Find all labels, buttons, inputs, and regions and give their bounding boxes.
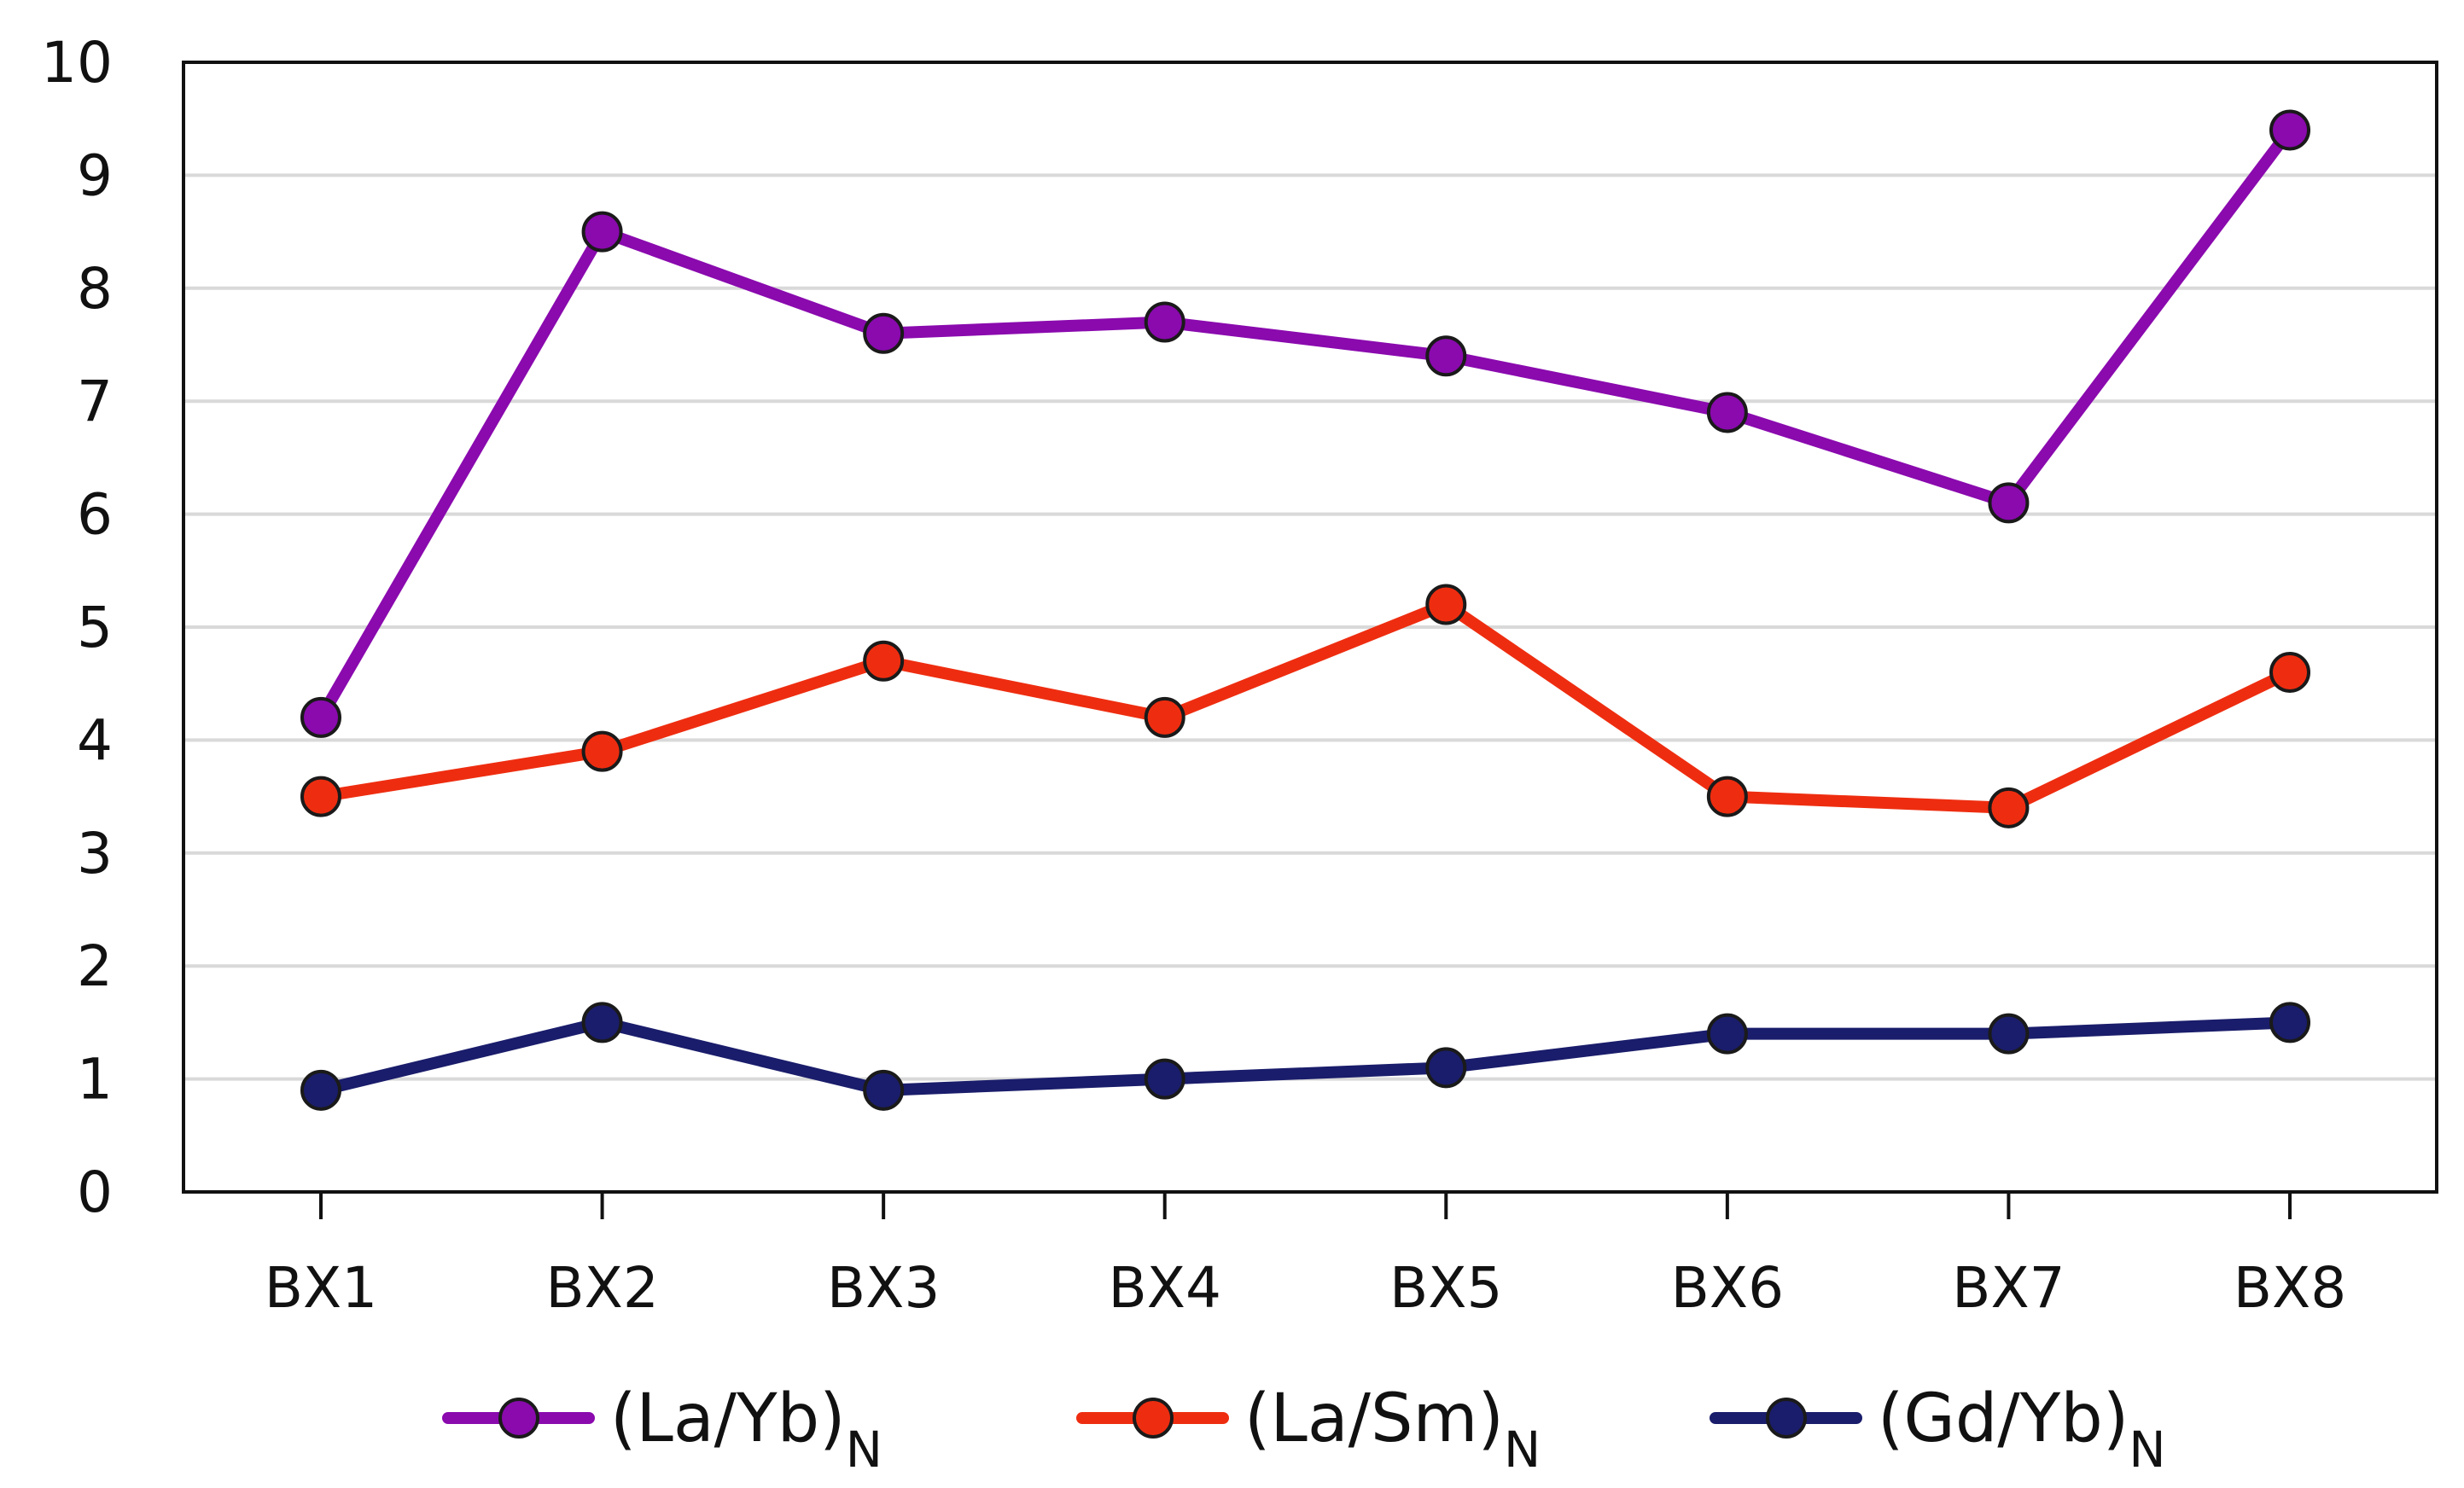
- data-point-0-BX3: [863, 312, 905, 354]
- legend-item-1: (La/Sm)N: [1076, 1380, 1541, 1479]
- data-point-2-BX7: [1988, 1013, 2030, 1055]
- legend-label-1: (La/Sm)N: [1244, 1380, 1541, 1479]
- x-tick-label-BX6: BX6: [1671, 1255, 1784, 1321]
- legend-label-0: (La/Yb)N: [610, 1380, 882, 1479]
- legend-label-2: (Gd/Yb)N: [1878, 1380, 2166, 1479]
- data-point-2-BX8: [2269, 1002, 2310, 1043]
- x-tick-label-BX4: BX4: [1108, 1255, 1220, 1321]
- data-point-1-BX3: [863, 640, 905, 682]
- series-lines: [300, 109, 2310, 1111]
- data-point-0-BX8: [2269, 109, 2310, 151]
- y-tick-label-4: 4: [77, 707, 113, 773]
- data-point-0-BX1: [300, 696, 341, 738]
- x-tick-label-BX2: BX2: [545, 1255, 658, 1321]
- y-tick-label-5: 5: [77, 595, 113, 660]
- plot-frame: [182, 61, 2438, 1194]
- data-point-1-BX5: [1425, 584, 1467, 625]
- data-point-0-BX2: [581, 211, 623, 253]
- data-point-1-BX8: [2269, 651, 2310, 693]
- y-tick-label-0: 0: [77, 1160, 113, 1225]
- data-point-2-BX2: [581, 1002, 623, 1043]
- y-tick-label-9: 9: [77, 142, 113, 208]
- data-point-0-BX4: [1144, 301, 1185, 343]
- x-tick-label-BX1: BX1: [265, 1255, 377, 1321]
- data-point-1-BX2: [581, 730, 623, 772]
- series-line-1: [315, 598, 2296, 814]
- data-point-2-BX1: [300, 1069, 341, 1111]
- data-point-1-BX4: [1144, 696, 1185, 738]
- legend-item-2: (Gd/Yb)N: [1710, 1380, 2166, 1479]
- series-2: [300, 1002, 2310, 1111]
- data-point-1-BX7: [1988, 787, 2030, 828]
- series-1: [300, 584, 2310, 828]
- legend-label-subscript-0: N: [846, 1421, 882, 1479]
- series-line-2: [315, 1016, 2296, 1096]
- legend-swatch-marker-2: [1766, 1398, 1807, 1439]
- gridlines: [183, 173, 2437, 1081]
- data-point-2-BX6: [1706, 1013, 1748, 1055]
- legend-swatch-marker-0: [498, 1398, 539, 1439]
- legend-label-text-1: (La/Sm): [1244, 1380, 1504, 1457]
- data-point-1-BX6: [1706, 776, 1748, 817]
- legend-label-text-2: (Gd/Yb): [1878, 1380, 2129, 1457]
- series-0: [300, 109, 2310, 738]
- x-tick-label-BX8: BX8: [2234, 1255, 2346, 1321]
- legend: (La/Yb)N (La/Sm)N (Gd/Yb)N: [442, 1380, 2166, 1479]
- data-point-1-BX1: [300, 776, 341, 817]
- x-tick-label-BX7: BX7: [1952, 1255, 2065, 1321]
- y-tick-label-1: 1: [77, 1047, 113, 1113]
- data-point-0-BX5: [1425, 335, 1467, 377]
- y-tick-label-6: 6: [77, 482, 113, 548]
- x-tick-label-BX3: BX3: [827, 1255, 940, 1321]
- x-tick-label-BX5: BX5: [1389, 1255, 1502, 1321]
- data-point-2-BX5: [1425, 1047, 1467, 1089]
- legend-swatch-marker-1: [1133, 1398, 1174, 1439]
- data-point-2-BX3: [863, 1069, 905, 1111]
- series-line-0: [315, 124, 2296, 724]
- legend-label-subscript-2: N: [2129, 1421, 2165, 1479]
- data-point-0-BX7: [1988, 482, 2030, 524]
- y-tick-label-7: 7: [77, 369, 113, 434]
- legend-label-subscript-1: N: [1504, 1421, 1541, 1479]
- y-tick-label-10: 10: [41, 30, 113, 96]
- y-tick-label-3: 3: [77, 821, 113, 886]
- y-tick-label-2: 2: [77, 933, 113, 999]
- data-point-2-BX4: [1144, 1058, 1185, 1100]
- data-point-0-BX6: [1706, 392, 1748, 433]
- y-tick-label-8: 8: [77, 256, 113, 322]
- axes: 0 1 2 3 4 5 6 7 8 9 10 BX1 BX2 BX3 BX4 BX5 BX6 BX7 BX8: [41, 30, 2346, 1321]
- legend-item-0: (La/Yb)N: [442, 1380, 882, 1479]
- legend-label-text-0: (La/Yb): [610, 1380, 846, 1457]
